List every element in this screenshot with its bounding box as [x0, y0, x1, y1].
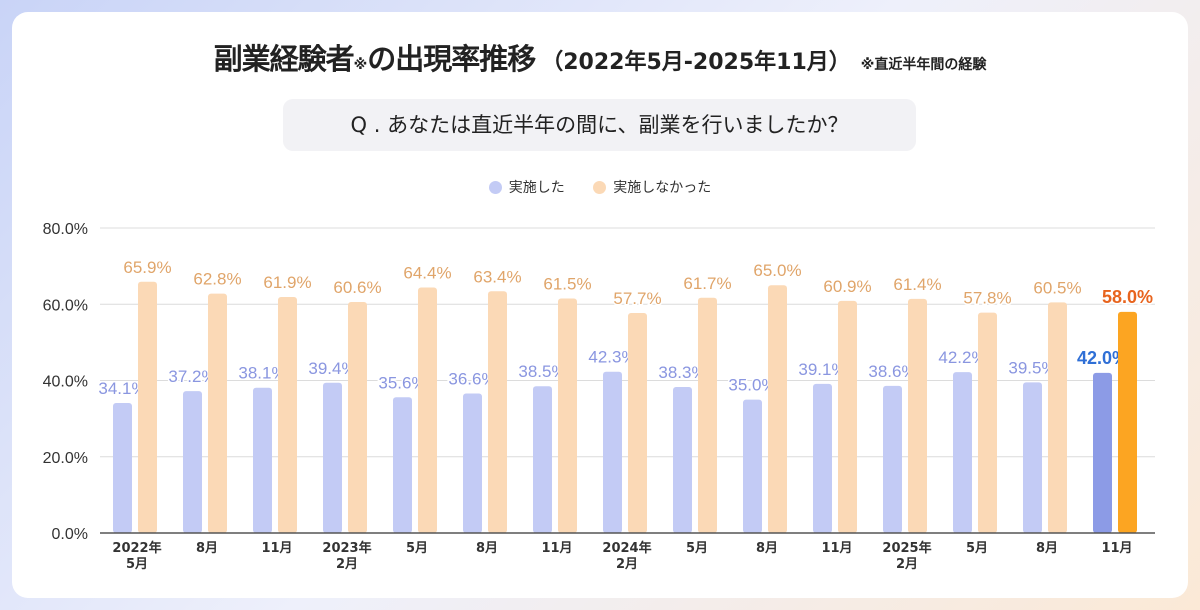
legend: 実施した 実施しなかった	[0, 177, 1200, 198]
bar	[463, 393, 482, 533]
bar	[113, 402, 132, 533]
x-tick-label: 8月	[196, 541, 218, 556]
bar	[698, 297, 717, 533]
bar	[953, 372, 972, 533]
x-tick-label: 8月	[476, 541, 498, 556]
data-label: 42.3%	[588, 348, 636, 367]
data-label: 35.6%	[378, 373, 426, 392]
data-label: 39.1%	[798, 360, 846, 379]
bar	[1048, 302, 1067, 533]
bar	[603, 371, 622, 533]
y-tick-label: 0.0%	[52, 526, 88, 543]
data-label: 63.4%	[473, 267, 521, 286]
data-label: 64.4%	[403, 263, 451, 282]
title-mark: ※	[353, 57, 368, 73]
y-tick-label: 80.0%	[43, 221, 88, 238]
bar	[183, 391, 202, 533]
x-tick-label: 2024年	[602, 540, 651, 556]
data-label: 57.7%	[613, 289, 661, 308]
title-main: 副業経験者	[213, 42, 355, 76]
data-label: 65.9%	[123, 258, 171, 277]
x-tick-label: 2月	[896, 557, 918, 572]
x-tick-label: 5月	[126, 557, 148, 572]
bar	[323, 382, 342, 533]
legend-label: 実施した	[508, 180, 565, 196]
x-tick-label: 8月	[756, 541, 778, 556]
data-label: 42.0%	[1077, 348, 1128, 368]
bar	[208, 293, 227, 533]
data-label: 57.8%	[963, 289, 1011, 308]
x-tick-label: 8月	[1036, 541, 1058, 556]
chart-title: 副業経験者※の出現率推移 （2022年5月-2025年11月） ※直近半年間の経験	[0, 36, 1200, 78]
bar	[253, 387, 272, 533]
data-label: 39.4%	[308, 359, 356, 378]
title-suffix: の出現率推移	[367, 42, 536, 76]
data-label: 60.6%	[333, 278, 381, 297]
x-tick-label: 11月	[541, 541, 572, 556]
data-label: 36.6%	[448, 369, 496, 388]
title-range: （2022年5月-2025年11月）	[541, 50, 851, 75]
bar	[743, 399, 762, 533]
bar	[1118, 311, 1137, 533]
bar	[488, 291, 507, 533]
bar	[978, 312, 997, 533]
x-tick-label: 2022年	[112, 540, 161, 556]
legend-item-did: 実施した	[488, 177, 565, 197]
y-tick-label: 60.0%	[43, 297, 88, 314]
question-box: Q . あなたは直近半年の間に、副業を行いましたか？	[283, 99, 916, 151]
data-label: 38.6%	[868, 362, 916, 381]
bar	[1023, 382, 1042, 533]
bar	[838, 300, 857, 533]
x-tick-label: 11月	[1101, 541, 1132, 556]
bar	[813, 383, 832, 533]
x-tick-label: 5月	[966, 541, 988, 556]
x-tick-label: 11月	[261, 541, 292, 556]
data-label: 62.8%	[193, 270, 241, 289]
data-label: 42.2%	[938, 348, 986, 367]
legend-swatch	[593, 180, 607, 194]
x-tick-label: 2月	[336, 557, 358, 572]
bar	[348, 301, 367, 533]
bar	[768, 285, 787, 533]
title-note: ※直近半年間の経験	[860, 57, 987, 73]
y-tick-label: 20.0%	[43, 450, 88, 467]
bar	[1093, 372, 1112, 533]
bar	[533, 386, 552, 533]
data-label: 58.0%	[1102, 287, 1153, 307]
data-label: 38.1%	[238, 364, 286, 383]
bar	[138, 281, 157, 533]
legend-label: 実施しなかった	[613, 180, 712, 196]
bar	[558, 298, 577, 533]
bar	[673, 386, 692, 533]
bar	[883, 385, 902, 533]
x-tick-label: 5月	[686, 541, 708, 556]
bar	[393, 397, 412, 533]
data-label: 60.9%	[823, 277, 871, 296]
x-tick-label: 2023年	[322, 540, 371, 556]
data-label: 61.9%	[263, 273, 311, 292]
data-label: 39.5%	[1008, 358, 1056, 377]
bar	[908, 298, 927, 533]
legend-item-did-not: 実施しなかった	[593, 177, 711, 197]
y-tick-label: 40.0%	[43, 374, 88, 391]
x-tick-label: 5月	[406, 541, 428, 556]
data-label: 61.4%	[893, 275, 941, 294]
data-label: 65.0%	[753, 261, 801, 280]
data-label: 35.0%	[728, 376, 776, 395]
data-label: 60.5%	[1033, 278, 1081, 297]
bar	[628, 313, 647, 533]
x-tick-label: 2月	[616, 557, 638, 572]
data-label: 38.5%	[518, 362, 566, 381]
legend-swatch	[488, 180, 502, 194]
data-label: 61.7%	[683, 274, 731, 293]
data-label: 61.5%	[543, 275, 591, 294]
bar	[418, 287, 437, 533]
data-label: 34.1%	[98, 379, 146, 398]
data-label: 37.2%	[168, 367, 216, 386]
x-tick-label: 2025年	[882, 540, 931, 556]
x-tick-label: 11月	[821, 541, 852, 556]
data-label: 38.3%	[658, 363, 706, 382]
bar	[278, 297, 297, 533]
